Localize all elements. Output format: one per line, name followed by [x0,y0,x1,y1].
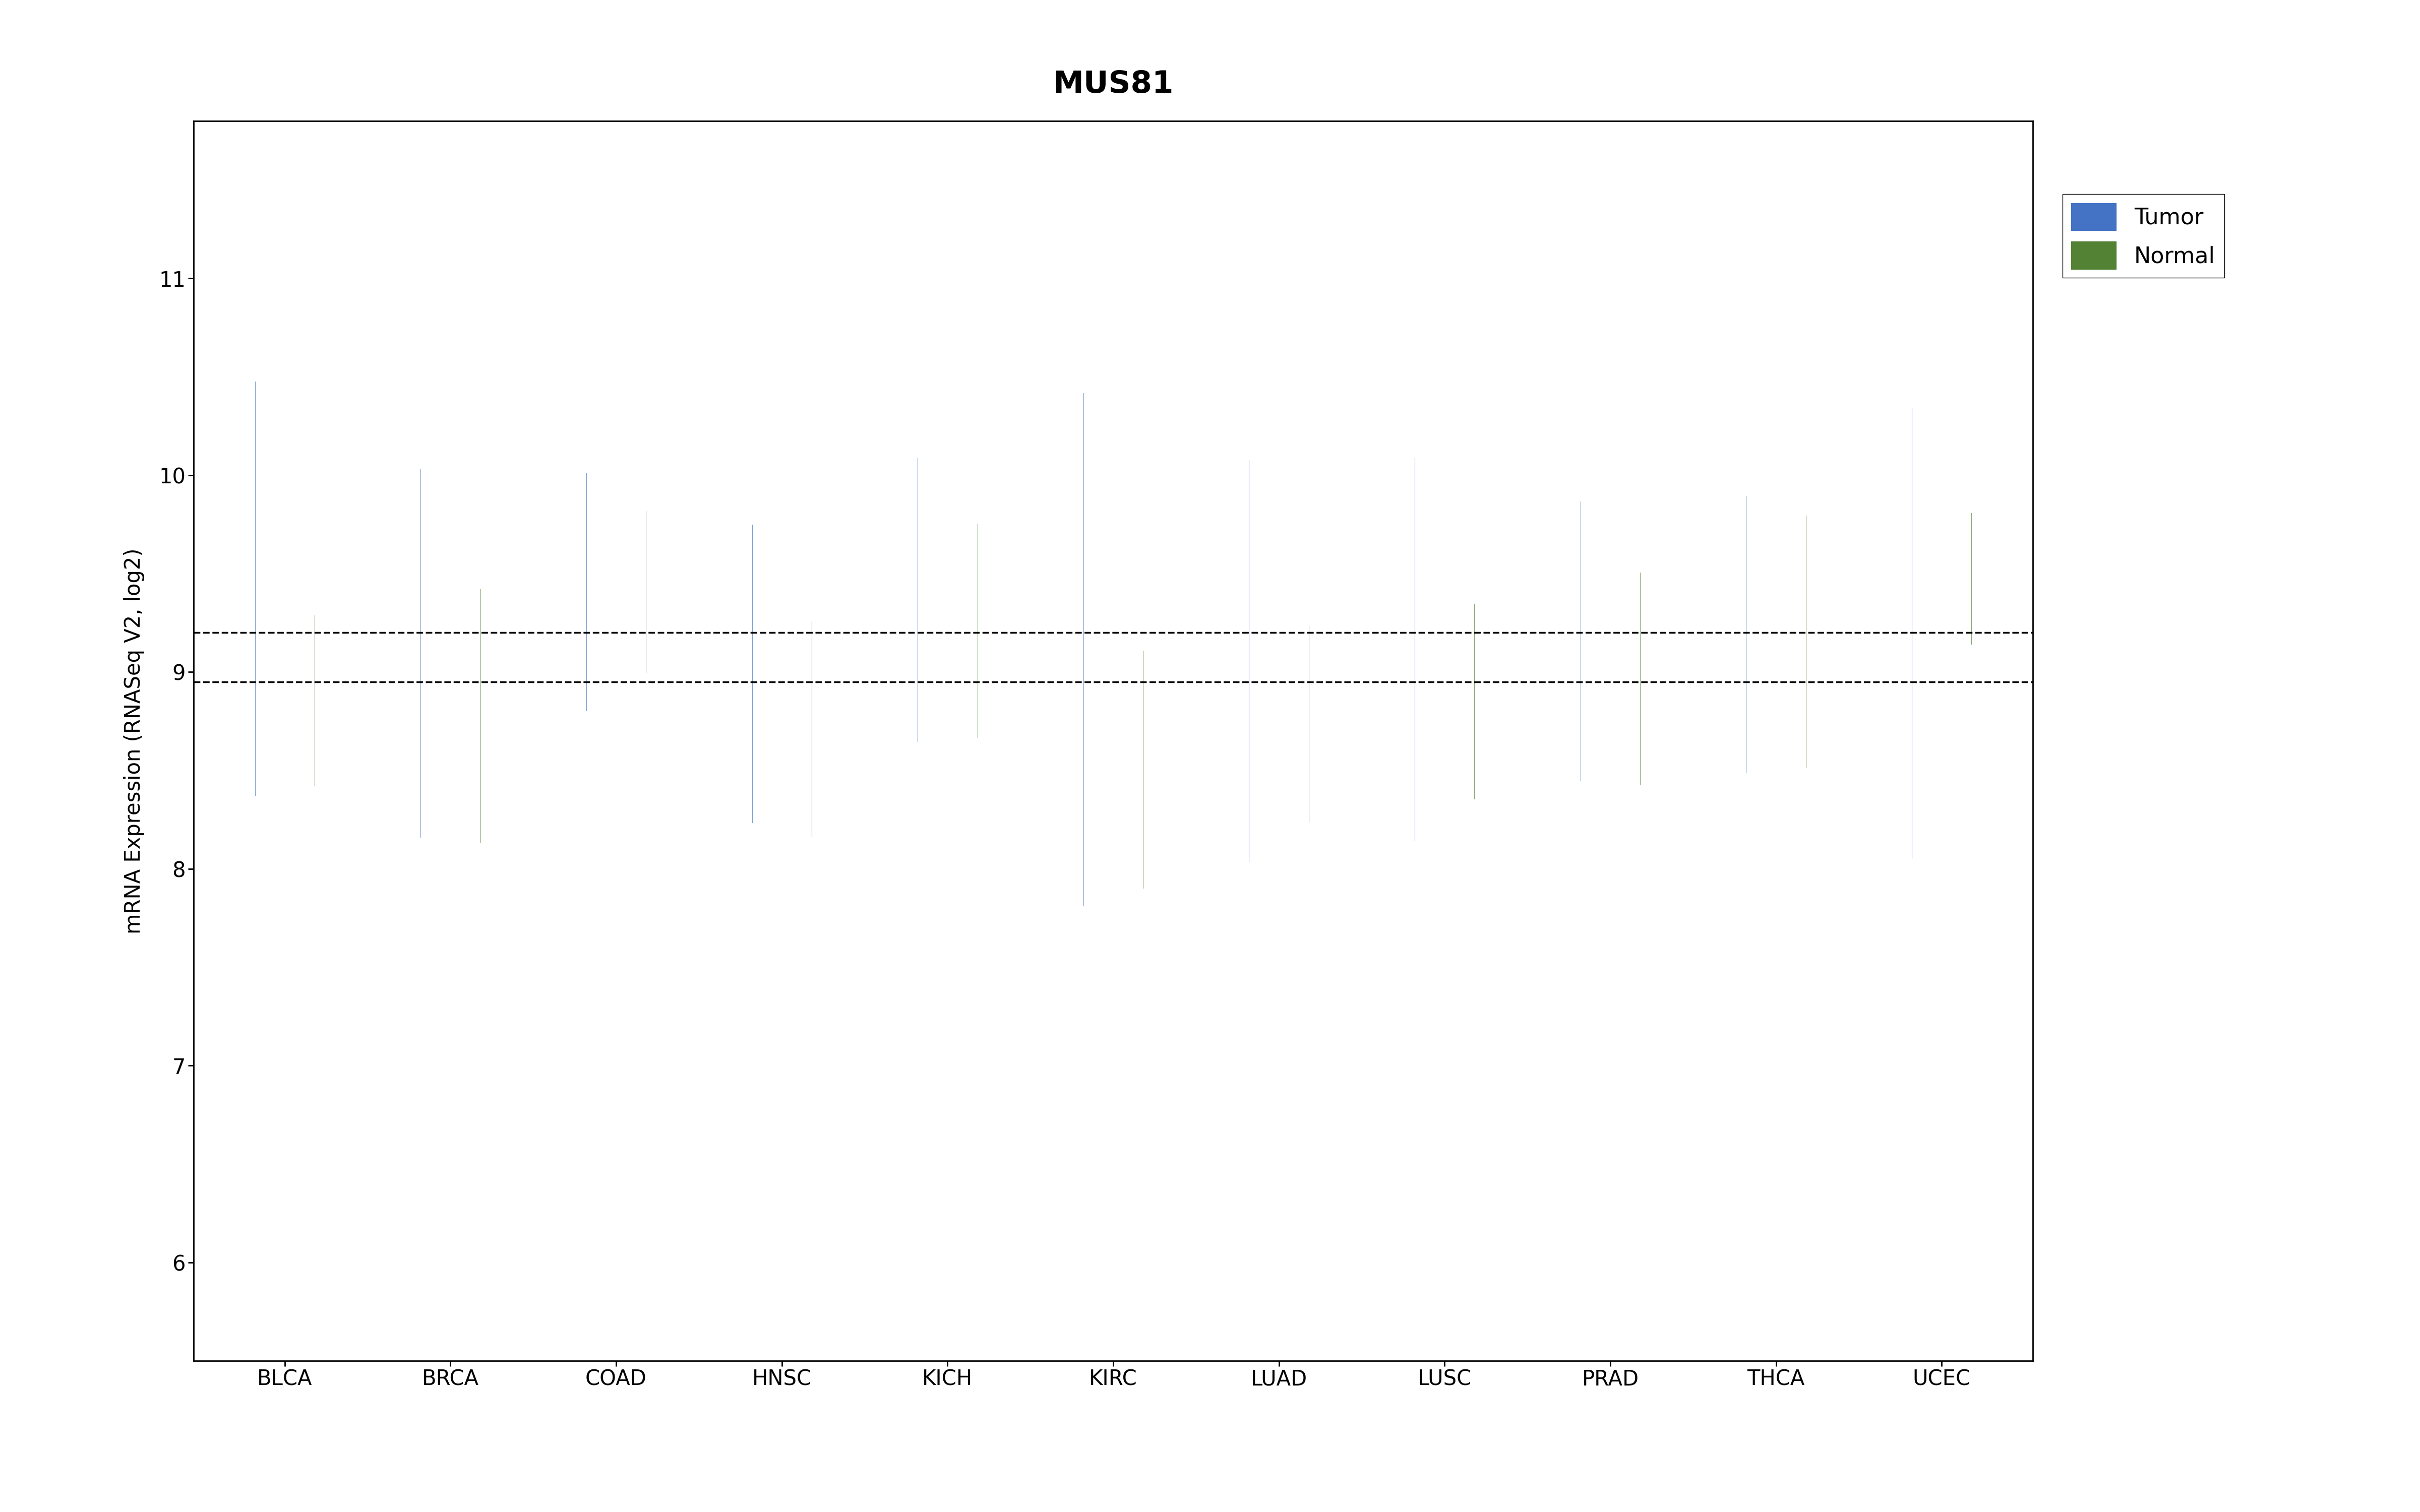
Y-axis label: mRNA Expression (RNASeq V2, log2): mRNA Expression (RNASeq V2, log2) [123,547,145,934]
Title: MUS81: MUS81 [1053,70,1174,100]
Legend: Tumor, Normal: Tumor, Normal [2062,194,2224,278]
